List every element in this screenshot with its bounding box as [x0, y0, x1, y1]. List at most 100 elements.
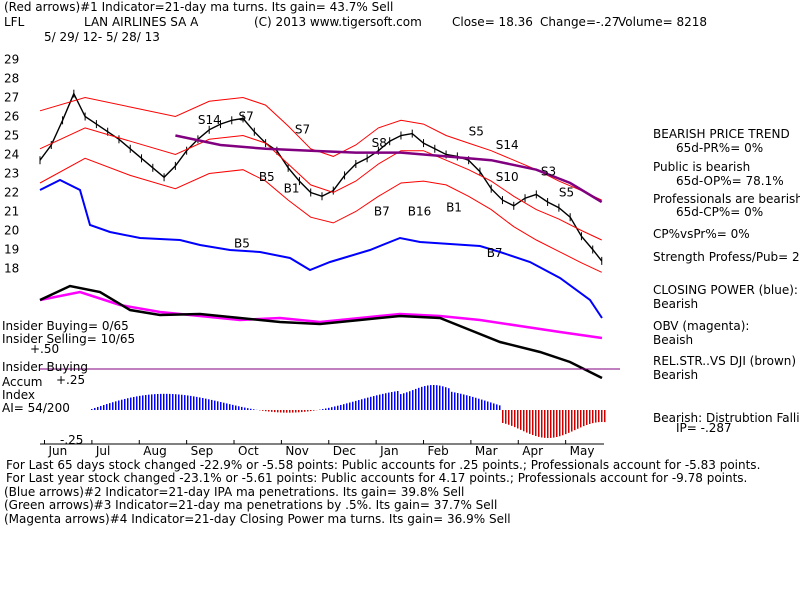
accum-bar: [523, 410, 525, 432]
accum-bar: [154, 394, 156, 410]
distribution-label: Bearish: Distrubtion Falling: [653, 411, 800, 425]
accum-bar: [235, 405, 237, 410]
accum-bar: [604, 410, 606, 423]
y-tick-label-27: 27: [4, 91, 19, 105]
signal-s8: S8: [372, 136, 387, 150]
signal-b1: B1: [446, 201, 462, 215]
copyright: (C) 2013 www.tigersoft.com: [254, 15, 422, 29]
accum-bar: [379, 394, 381, 410]
closing-power-value: Bearish: [653, 297, 699, 311]
accum-bar: [454, 392, 456, 410]
series-lower_band: [39, 157, 602, 273]
y-tick-label-28: 28: [4, 72, 19, 86]
accum-bar: [274, 410, 276, 413]
accum-plus25: +.25: [56, 373, 86, 387]
accum-bar: [175, 394, 177, 410]
series-upper_band: [39, 96, 602, 201]
accum-bar: [265, 410, 267, 412]
accum-bar: [307, 410, 309, 412]
accum-bar: [136, 396, 138, 410]
accum-bar: [100, 405, 102, 410]
accum-bar: [349, 402, 351, 410]
accum-label: Accum: [2, 375, 43, 389]
signal-b5: B5: [259, 170, 275, 184]
date-range: 5/ 29/ 12- 5/ 28/ 13: [44, 30, 160, 44]
accum-bar: [292, 410, 294, 413]
accum-bar: [331, 407, 333, 410]
accum-bar: [313, 410, 315, 411]
accum-bar: [139, 395, 141, 410]
accum-bar: [571, 410, 573, 432]
accum-bar: [448, 388, 450, 410]
accum-bar: [424, 386, 426, 410]
accum-bar: [391, 392, 393, 410]
y-tick-label-18: 18: [4, 262, 19, 276]
accum-bar: [511, 410, 513, 426]
pros-label: Professionals are bearish: [653, 192, 800, 206]
x-tick-label-oct: Oct: [238, 444, 259, 458]
accum-bar: [514, 410, 516, 428]
accum-bar: [430, 385, 432, 410]
accum-bar: [340, 404, 342, 410]
relstr-value: Bearish: [653, 368, 699, 382]
footer-indicator-2: (Blue arrows)#2 Indicator=21-day IPA ma …: [4, 485, 465, 499]
accum-bar: [199, 397, 201, 410]
accum-bar: [283, 410, 285, 413]
accum-bar: [205, 398, 207, 410]
y-tick-label-22: 22: [4, 186, 19, 200]
obv-line: [39, 290, 603, 340]
accum-bar: [436, 385, 438, 410]
accum-bar: [400, 394, 402, 410]
accum-bar: [118, 400, 120, 410]
accum-bar: [352, 401, 354, 410]
ip-value: IP= -.287: [676, 421, 732, 435]
accum-bar: [358, 400, 360, 410]
footer-indicator-3: (Green arrows)#3 Indicator=21-day ma pen…: [4, 498, 498, 512]
accum-bar: [385, 393, 387, 410]
index-label: Index: [2, 388, 36, 402]
accum-bar: [184, 395, 186, 410]
accum-bar: [361, 399, 363, 410]
y-tick-label-20: 20: [4, 224, 19, 238]
accum-bar: [466, 395, 468, 410]
signal-b1: B1: [284, 182, 300, 196]
accum-bar: [325, 408, 327, 410]
signal-b5: B5: [234, 237, 250, 251]
accum-bar: [241, 406, 243, 410]
accum-bar: [148, 394, 150, 410]
accum-bar: [364, 398, 366, 410]
footer-65day: For Last 65 days stock changed -22.9% or…: [6, 458, 761, 472]
accum-bar: [445, 387, 447, 410]
close-price: Close= 18.36: [452, 15, 533, 29]
accum-bar: [214, 400, 216, 410]
accum-bar: [577, 410, 579, 429]
ticker-symbol: LFL: [4, 15, 25, 29]
accum-minus25: -.25: [60, 433, 84, 447]
accum-bar: [412, 390, 414, 410]
signal-b7: B7: [487, 246, 503, 260]
accum-bar: [160, 393, 162, 410]
accum-bar: [505, 410, 507, 424]
x-tick-label-aug: Aug: [143, 444, 166, 458]
accum-bar: [580, 410, 582, 428]
header-indicator-1: (Red arrows)#1 Indicator=21-day ma turns…: [4, 0, 394, 14]
accum-bar: [208, 399, 210, 410]
accum-bar: [232, 404, 234, 410]
pr-pct: 65d-PR%= 0%: [676, 141, 764, 155]
accum-bar: [478, 398, 480, 410]
accum-bar: [403, 393, 405, 410]
accum-bar: [286, 410, 288, 413]
accum-bar: [388, 392, 390, 410]
accum-bar: [496, 404, 498, 410]
accum-bar: [289, 410, 291, 413]
accum-bar: [127, 398, 129, 410]
signal-s14: S14: [198, 113, 221, 127]
accum-bar: [181, 394, 183, 410]
accum-bar: [583, 410, 585, 427]
change-value: Change=-.27: [540, 15, 620, 29]
accum-bar: [97, 406, 99, 410]
accum-bar: [238, 406, 240, 410]
accum-bar: [586, 410, 588, 425]
